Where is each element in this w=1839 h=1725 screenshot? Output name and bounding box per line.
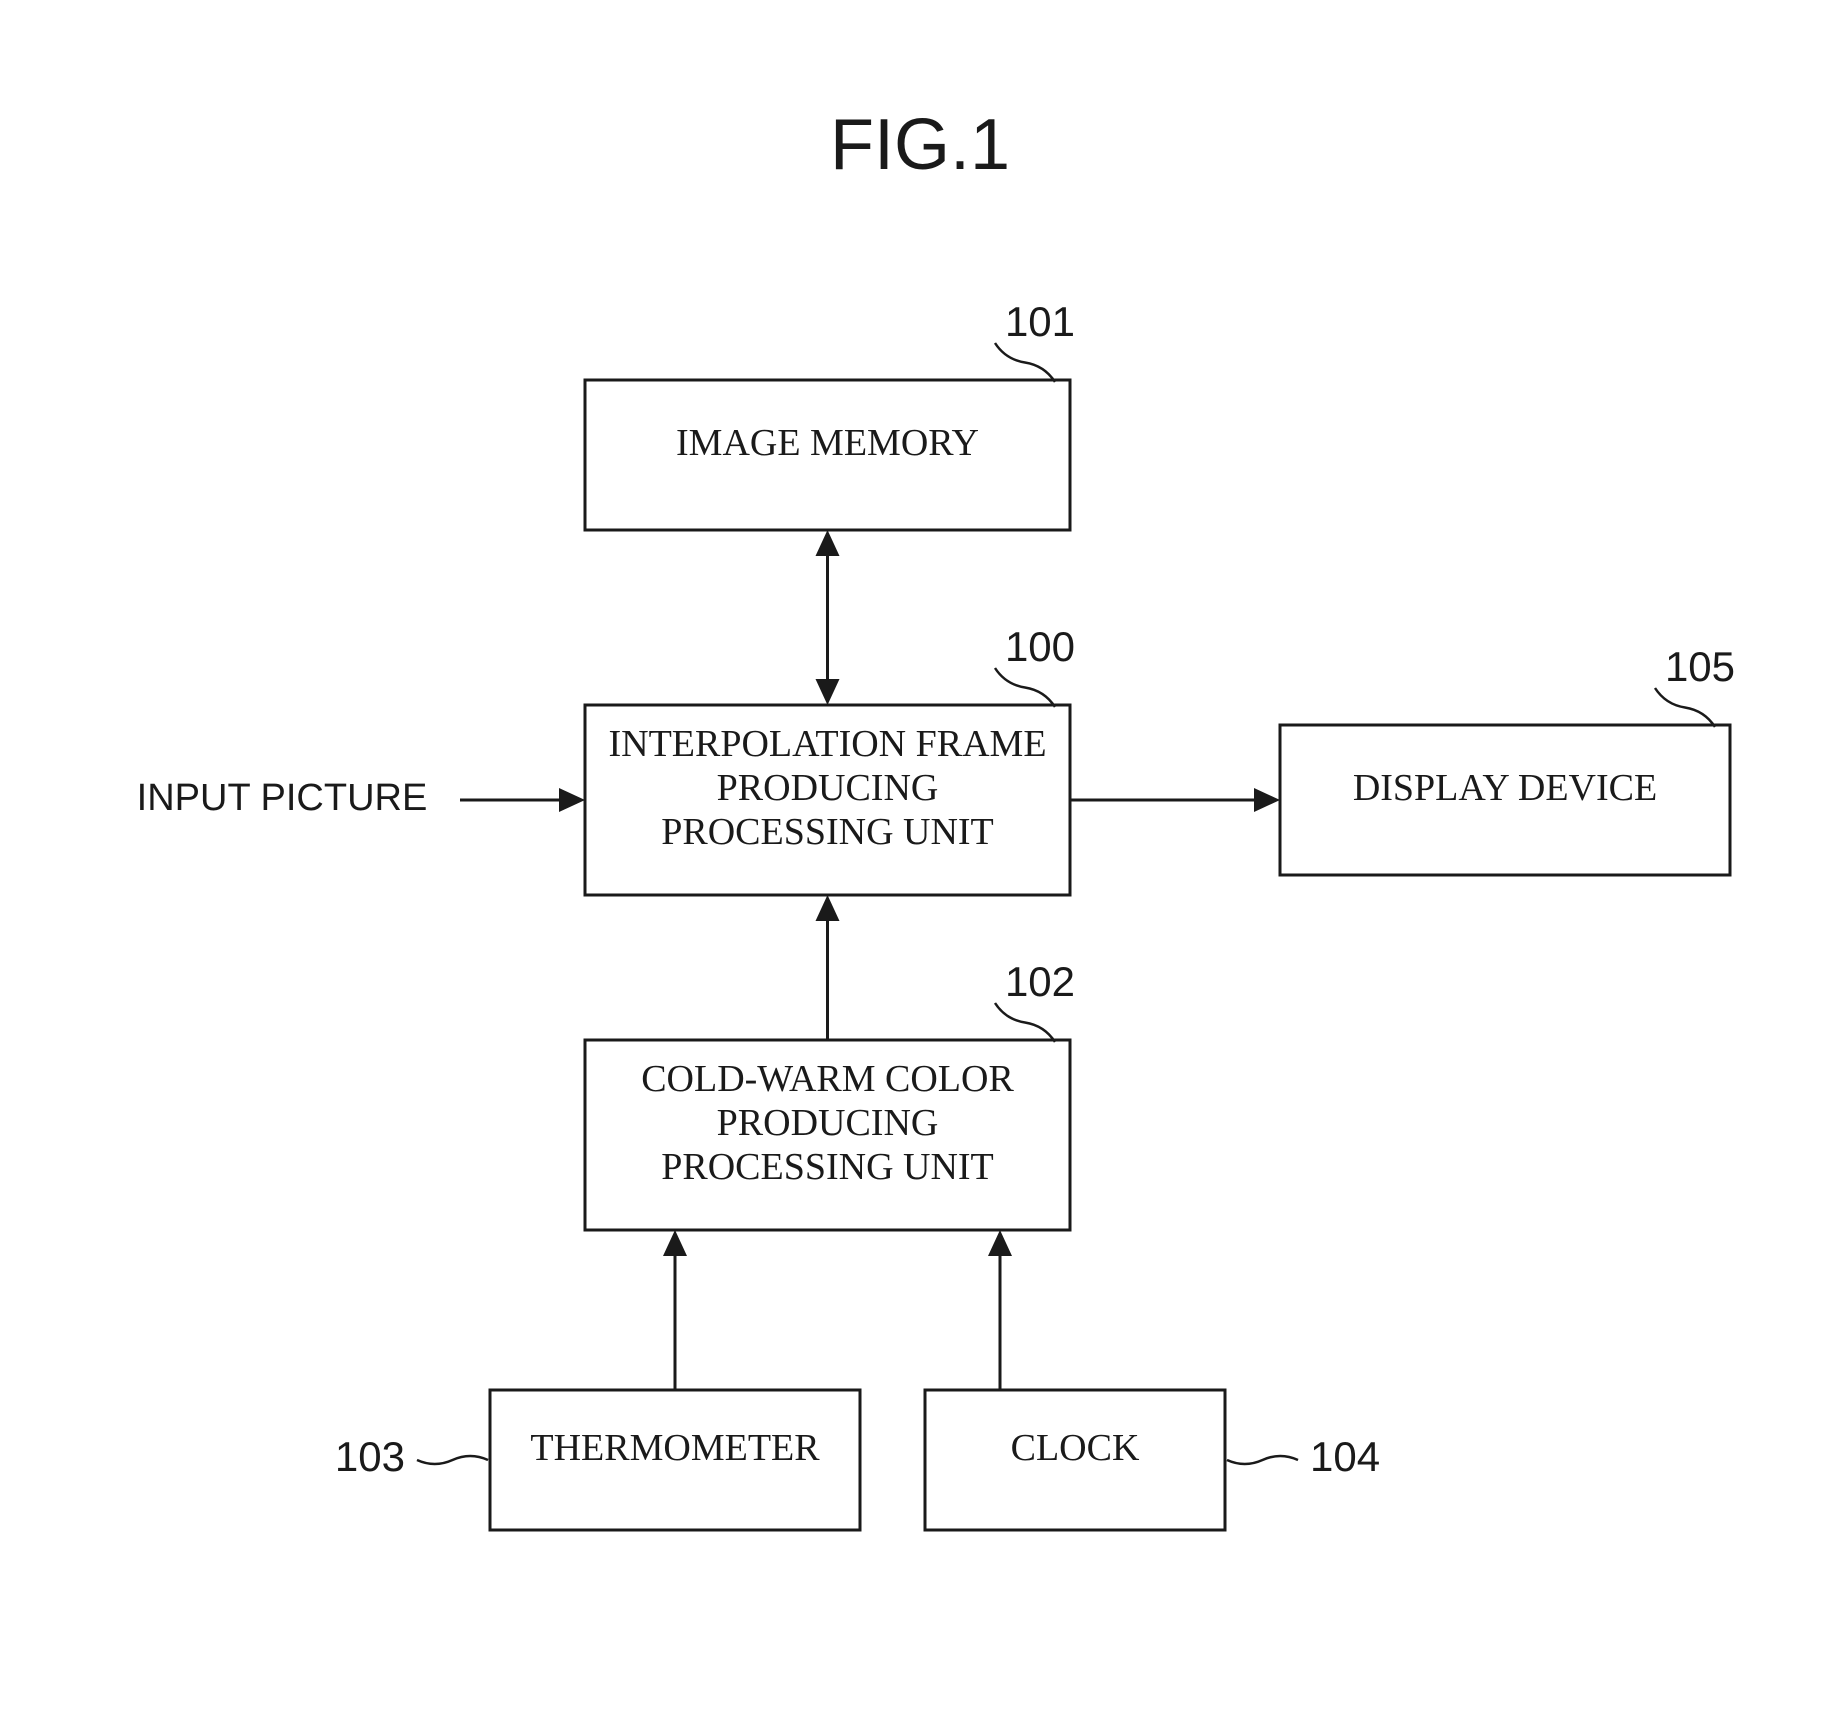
node-display-ref: 105 (1665, 643, 1735, 690)
node-image_memory-label: IMAGE MEMORY (676, 422, 979, 464)
ref-leader (1227, 1456, 1298, 1464)
ref-leader (995, 668, 1055, 707)
node-interp-label: INTERPOLATION FRAMEPRODUCINGPROCESSING U… (608, 723, 1046, 853)
ref-leader (995, 343, 1055, 382)
diagram-canvas: FIG.1 IMAGE MEMORY 101 INTERPOLATION FRAMEP… (0, 0, 1839, 1725)
node-coldwarm-ref: 102 (1005, 958, 1075, 1005)
arrow-head (816, 895, 840, 921)
arrow-head (559, 788, 585, 812)
figure-title: FIG.1 (830, 105, 1010, 185)
ref-leader (995, 1003, 1055, 1042)
node-image_memory-ref: 101 (1005, 298, 1075, 345)
node-coldwarm-label: COLD-WARM COLORPRODUCINGPROCESSING UNIT (641, 1058, 1014, 1188)
ref-leader (417, 1456, 488, 1464)
node-display-label: DISPLAY DEVICE (1353, 767, 1657, 809)
arrow-head (816, 530, 840, 556)
arrow-head (663, 1230, 687, 1256)
node-thermometer-label: THERMOMETER (530, 1427, 820, 1469)
arrow-head (1254, 788, 1280, 812)
node-interp-ref: 100 (1005, 623, 1075, 670)
ref-leader (1655, 688, 1715, 727)
arrow-head (988, 1230, 1012, 1256)
node-thermometer-ref: 103 (335, 1433, 405, 1480)
input-picture-label: INPUT PICTURE (137, 777, 428, 819)
node-clock-label: CLOCK (1011, 1427, 1140, 1469)
node-clock-ref: 104 (1310, 1433, 1380, 1480)
arrow-head (816, 679, 840, 705)
